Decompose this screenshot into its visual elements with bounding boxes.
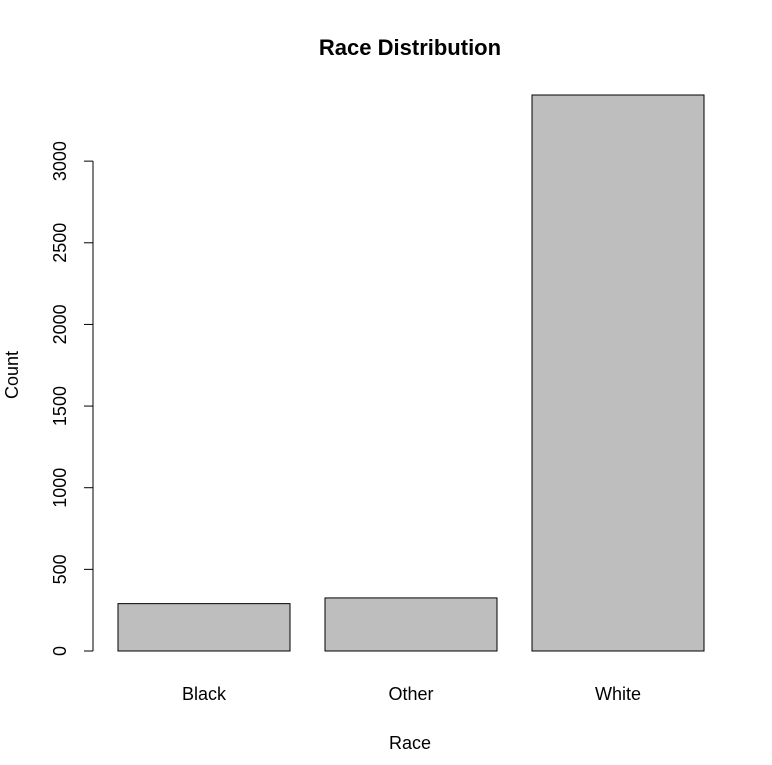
y-tick-label: 1500 <box>50 386 70 426</box>
bar-black <box>117 603 291 652</box>
y-tick-label: 3000 <box>50 141 70 181</box>
y-tick-label: 1000 <box>50 468 70 508</box>
bar-white <box>531 94 705 652</box>
y-tick-label: 2500 <box>50 223 70 263</box>
x-axis-label: Race <box>389 733 431 753</box>
y-tick-label: 500 <box>50 554 70 584</box>
x-tick-label-white: White <box>595 684 641 704</box>
x-tick-labels: Black Other White <box>182 684 641 704</box>
bar-other <box>324 597 498 652</box>
chart-title: Race Distribution <box>319 35 501 60</box>
y-tick-label: 0 <box>50 646 70 656</box>
x-tick-label-black: Black <box>182 684 227 704</box>
bars <box>117 94 705 652</box>
x-tick-label-other: Other <box>388 684 433 704</box>
y-tick-label: 2000 <box>50 304 70 344</box>
y-axis: 0 500 1000 1500 2000 2500 3000 <box>50 141 94 656</box>
y-axis-label: Count <box>2 351 22 399</box>
